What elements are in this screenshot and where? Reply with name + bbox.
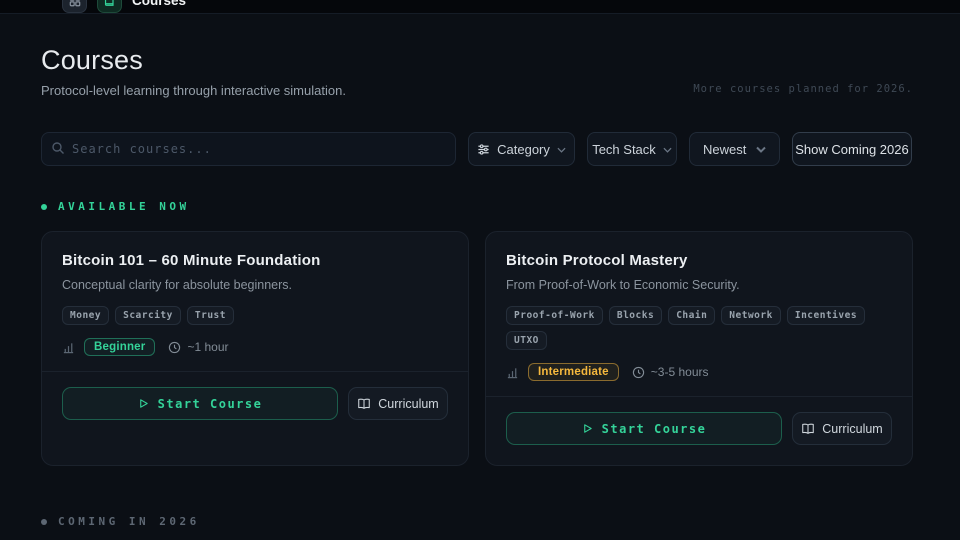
tag: UTXO xyxy=(506,331,547,350)
start-course-button[interactable]: Start Course xyxy=(506,412,782,445)
course-meta: Intermediate ~3-5 hours xyxy=(506,363,892,381)
card-divider xyxy=(42,371,468,372)
start-course-label: Start Course xyxy=(157,396,263,411)
level-badge: Beginner xyxy=(84,338,156,356)
chevron-down-icon xyxy=(663,147,672,153)
search-icon xyxy=(51,141,65,155)
sliders-icon xyxy=(477,143,490,156)
tech-stack-filter-button[interactable]: Tech Stack xyxy=(587,132,677,166)
curriculum-button[interactable]: Curriculum xyxy=(348,387,448,420)
section-coming-2026-label: COMING IN 2026 xyxy=(58,515,200,528)
tag: Chain xyxy=(668,306,716,325)
tag: Trust xyxy=(186,306,234,325)
section-coming-2026: COMING IN 2026 xyxy=(41,515,913,528)
section-available-now: AVAILABLE NOW xyxy=(41,200,913,213)
status-dot-icon xyxy=(41,203,47,210)
page-note: More courses planned for 2026. xyxy=(693,83,913,95)
tag: Blocks xyxy=(608,306,663,325)
topbar-label: Courses xyxy=(132,0,187,8)
course-tags: Money Scarcity Trust xyxy=(62,306,448,325)
clock-icon xyxy=(168,341,181,354)
bar-chart-icon xyxy=(62,341,75,354)
tag: Incentives xyxy=(786,306,866,325)
course-card-list: Bitcoin 101 – 60 Minute Foundation Conce… xyxy=(41,231,913,466)
page-subtitle: Protocol-level learning through interact… xyxy=(41,83,346,98)
curriculum-button[interactable]: Curriculum xyxy=(792,412,892,445)
main-content: Courses Protocol-level learning through … xyxy=(0,14,960,540)
book-open-icon xyxy=(801,422,815,435)
course-title: Bitcoin 101 – 60 Minute Foundation xyxy=(62,252,321,269)
filter-bar: Category Tech Stack Newest Show Coming 2… xyxy=(41,132,913,166)
start-course-label: Start Course xyxy=(601,421,707,436)
course-tags: Proof-of-Work Blocks Chain Network Incen… xyxy=(506,306,892,350)
show-coming-2026-button[interactable]: Show Coming 2026 xyxy=(792,132,912,166)
category-filter-button[interactable]: Category xyxy=(468,132,575,166)
course-card-bitcoin-101: Bitcoin 101 – 60 Minute Foundation Conce… xyxy=(41,231,469,466)
sort-select-value: Newest xyxy=(703,141,747,157)
course-title: Bitcoin Protocol Mastery xyxy=(506,252,688,269)
sort-select[interactable]: Newest xyxy=(689,132,780,166)
category-filter-label: Category xyxy=(497,141,550,157)
tag: Network xyxy=(721,306,781,325)
section-available-now-label: AVAILABLE NOW xyxy=(58,200,190,213)
tag: Money xyxy=(62,306,110,325)
course-description: From Proof-of-Work to Economic Security. xyxy=(506,278,740,292)
card-divider xyxy=(486,396,912,397)
course-description: Conceptual clarity for absolute beginner… xyxy=(62,278,292,292)
status-dot-icon xyxy=(41,518,47,525)
chevron-down-icon xyxy=(756,146,766,153)
page-title: Courses xyxy=(41,45,143,75)
show-coming-2026-label: Show Coming 2026 xyxy=(795,141,909,157)
duration-label: ~1 hour xyxy=(187,340,229,354)
search-input[interactable] xyxy=(41,132,456,166)
book-open-icon xyxy=(357,397,371,410)
level-badge: Intermediate xyxy=(528,363,619,381)
clock-icon xyxy=(632,366,645,379)
curriculum-label: Curriculum xyxy=(378,396,439,411)
book-icon xyxy=(104,0,116,7)
tag: Scarcity xyxy=(115,306,181,325)
play-icon xyxy=(582,423,593,434)
grid-nav-button[interactable] xyxy=(62,0,87,13)
tech-stack-filter-label: Tech Stack xyxy=(592,141,656,157)
courses-nav-button[interactable] xyxy=(97,0,122,13)
chevron-down-icon xyxy=(557,147,566,153)
bar-chart-icon xyxy=(506,366,519,379)
curriculum-label: Curriculum xyxy=(822,421,883,436)
play-icon xyxy=(138,398,149,409)
top-navigation-bar: Courses xyxy=(0,0,960,14)
course-meta: Beginner ~1 hour xyxy=(62,338,448,356)
duration-label: ~3-5 hours xyxy=(650,365,709,379)
grid-icon xyxy=(69,0,81,7)
tag: Proof-of-Work xyxy=(506,306,603,325)
start-course-button[interactable]: Start Course xyxy=(62,387,338,420)
course-card-protocol-mastery: Bitcoin Protocol Mastery From Proof-of-W… xyxy=(485,231,913,466)
